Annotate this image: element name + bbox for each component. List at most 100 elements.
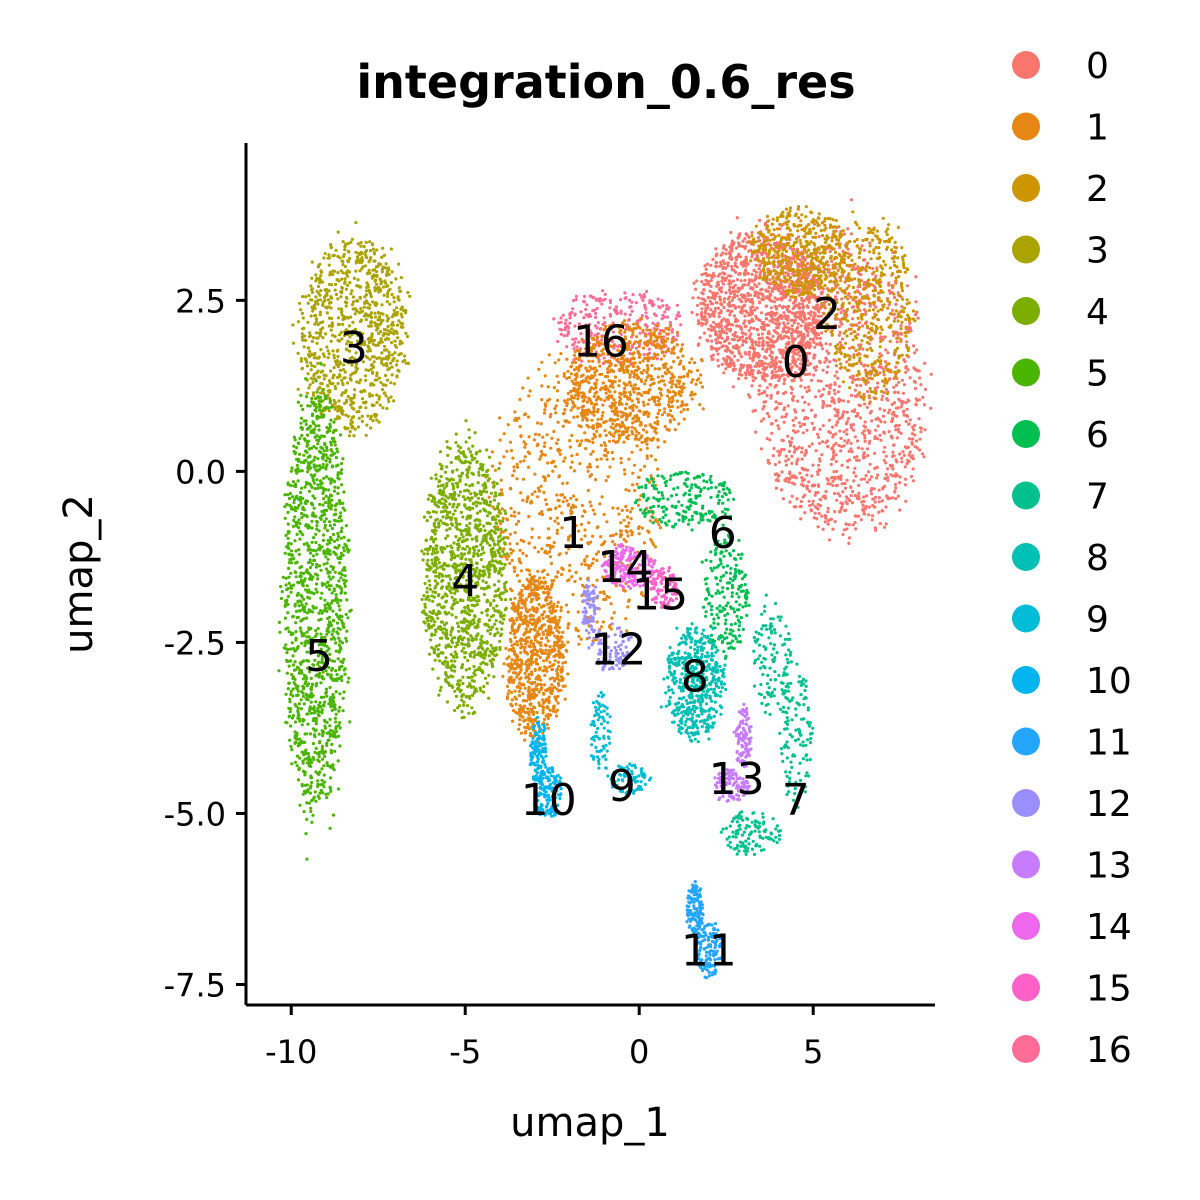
cell-point (832, 299, 836, 303)
cell-point (716, 274, 720, 278)
cell-point (625, 515, 630, 519)
cell-point (758, 276, 762, 280)
cell-point (917, 417, 921, 421)
cell-point (820, 514, 824, 518)
cell-point (761, 277, 765, 281)
cell-point (714, 264, 718, 268)
cell-point (658, 526, 663, 530)
cell-point (814, 491, 818, 495)
cell-point (898, 452, 902, 456)
cell-point (716, 283, 721, 287)
cell-point (732, 241, 736, 245)
cell-point (806, 297, 810, 301)
cell-point (781, 355, 785, 360)
cell-point (897, 423, 901, 427)
cell-point (919, 430, 923, 434)
cell-point (843, 341, 848, 345)
cell-point (923, 428, 927, 432)
cell-point (870, 514, 875, 518)
cell-point (805, 286, 809, 290)
cell-point (808, 489, 812, 493)
cell-point (510, 589, 514, 593)
cell-point (802, 478, 807, 482)
cell-point (834, 453, 838, 457)
cell-point (826, 510, 830, 514)
cell-point (836, 420, 840, 424)
cell-point (536, 495, 540, 499)
cell-point (737, 252, 741, 256)
cell-point (799, 504, 803, 508)
cell-point (843, 311, 848, 316)
cell-point (767, 312, 771, 316)
cell-point (557, 380, 561, 384)
cell-point (603, 385, 607, 389)
cell-point (801, 334, 805, 338)
cell-point (644, 314, 648, 319)
cell-point (860, 431, 865, 435)
cell-point (864, 374, 869, 378)
cell-point (758, 300, 762, 304)
cell-point (651, 304, 655, 308)
cell-point (737, 235, 741, 239)
cell-point (744, 264, 748, 268)
cell-point (653, 334, 658, 339)
cell-point (747, 350, 751, 354)
cell-point (915, 348, 919, 352)
cell-point (767, 282, 771, 286)
cell-point (733, 331, 738, 335)
cell-point (826, 506, 830, 510)
cell-point (902, 310, 906, 314)
cell-point (586, 438, 590, 442)
cell-point (804, 205, 808, 209)
cell-point (517, 519, 521, 524)
cell-point (859, 518, 863, 522)
cell-point (578, 462, 582, 466)
cell-point (804, 232, 808, 236)
cell-point (799, 273, 803, 277)
cell-point (760, 359, 764, 363)
cell-point (858, 308, 862, 312)
cell-point (805, 473, 809, 477)
cell-point (576, 406, 580, 410)
cell-point (703, 299, 707, 303)
cell-point (752, 269, 756, 273)
cell-point (866, 261, 870, 265)
cell-point (782, 448, 786, 452)
cell-point (816, 435, 821, 439)
cell-point (630, 425, 634, 429)
cell-point (770, 222, 775, 226)
cell-point (743, 339, 747, 343)
cell-point (796, 399, 800, 403)
cell-point (773, 472, 777, 476)
cell-point (554, 404, 558, 408)
cell-point (832, 264, 836, 268)
cell-point (709, 284, 713, 289)
cell-point (800, 213, 804, 217)
cell-point (816, 224, 820, 228)
cell-point (600, 414, 604, 418)
cell-point (573, 579, 577, 584)
cell-point (877, 488, 881, 492)
cell-point (569, 465, 573, 470)
cell-point (740, 307, 744, 311)
cell-point (908, 326, 913, 330)
cell-point (835, 483, 840, 487)
cell-point (726, 264, 730, 268)
cell-point (667, 428, 671, 432)
cell-point (638, 361, 642, 365)
cell-point (752, 326, 756, 331)
cell-point (799, 369, 803, 373)
cell-point (738, 255, 743, 259)
cell-point (712, 314, 716, 318)
cell-point (743, 278, 747, 282)
cell-point (527, 514, 531, 519)
cell-point (908, 418, 912, 422)
cell-point (571, 503, 575, 507)
cell-point (766, 362, 770, 366)
cell-point (871, 231, 875, 235)
cell-point (513, 410, 517, 414)
cell-point (795, 237, 799, 241)
cell-point (864, 354, 868, 358)
cell-point (885, 495, 889, 499)
cell-point (848, 346, 852, 350)
